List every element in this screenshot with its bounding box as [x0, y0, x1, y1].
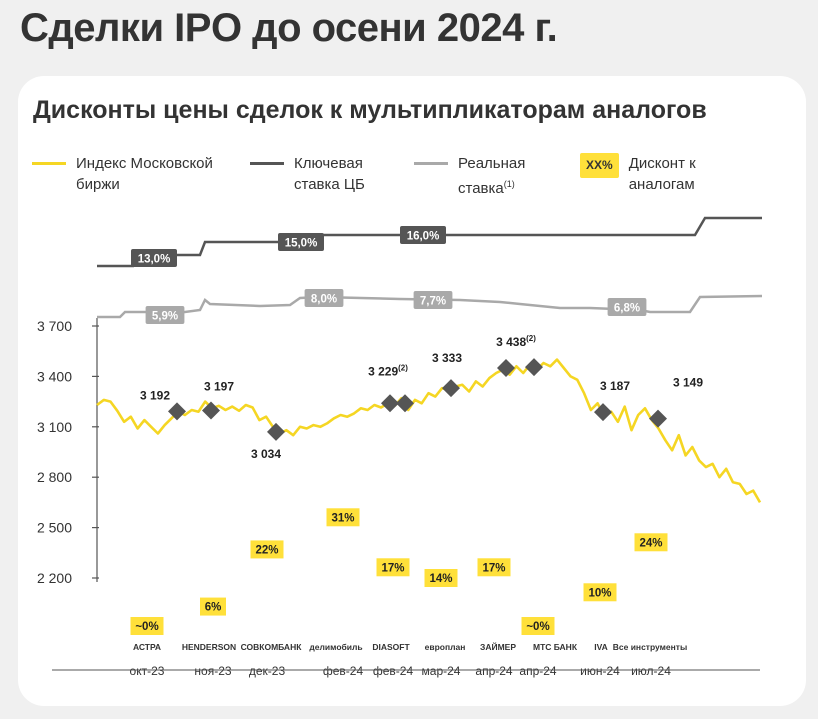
x-tick-label: фев-24 [323, 664, 364, 678]
company-logo: АСТРА [133, 642, 161, 652]
chart-card [18, 76, 806, 706]
legend-label: Дисконт к аналогам [628, 155, 696, 193]
discount-badge-bg [376, 558, 410, 577]
legend-badge: XX% [580, 153, 619, 178]
deal-value-label: 3 034 [251, 447, 281, 461]
x-tick-label: апр-24 [519, 664, 557, 678]
legend-item: Реальная ставка(1) [414, 153, 525, 199]
deal-marker [396, 394, 414, 413]
real-rate-label: 8,0% [311, 294, 337, 306]
deal-marker [525, 358, 543, 377]
company-logo: ЗАЙМЕР [480, 641, 516, 652]
discount-badge: 6% [205, 602, 222, 614]
company-logo: СОВКОМБАНК [241, 642, 303, 652]
deal-value-label: 3 187 [600, 379, 630, 393]
y-tick-label: 2 200 [37, 570, 72, 586]
legend-label: Ключевая ставка ЦБ [294, 155, 365, 193]
discount-badge-bg [424, 569, 458, 587]
company-logo: DIASOFT [372, 642, 410, 652]
discount-badge: ~0% [526, 621, 549, 633]
discount-badge-bg [634, 533, 668, 552]
legend-swatch [32, 162, 66, 165]
y-tick-label: 3 100 [37, 419, 72, 435]
y-tick-label: 2 500 [37, 520, 72, 536]
discount-badge-bg [130, 617, 164, 635]
deal-marker [381, 394, 399, 413]
real-rate-label: 5,9% [152, 311, 178, 323]
real-rate-label-bg [145, 306, 185, 324]
x-tick-label: апр-24 [475, 664, 513, 678]
deal-marker [649, 409, 667, 428]
discount-badge-bg [326, 508, 360, 527]
real-rate-label: 7,7% [420, 296, 446, 308]
legend-swatch [250, 162, 284, 165]
legend-item: XX% Дисконт к аналогам [580, 153, 696, 195]
discount-badge: 31% [331, 512, 354, 524]
deal-value-label: 3 229(2) [368, 363, 408, 378]
discount-badge: ~0% [135, 621, 158, 633]
index-line [96, 358, 762, 504]
deal-footnote: (2) [398, 363, 408, 372]
legend-item: Индекс Московской биржи [32, 153, 213, 195]
real-rate-label-bg [413, 291, 453, 309]
key-rate-label-bg [131, 249, 177, 267]
discount-badge-bg [250, 540, 284, 559]
deal-marker [442, 379, 460, 398]
deal-marker [497, 359, 515, 377]
x-tick-label: окт-23 [130, 664, 165, 678]
company-logo: европлан [425, 642, 466, 652]
key-rate-label: 13,0% [138, 254, 171, 266]
real-rate-label: 6,8% [614, 303, 640, 315]
page-title: Сделки IPO до осени 2024 г. [20, 6, 558, 50]
company-logo: IVA [594, 642, 608, 652]
deal-marker [168, 402, 186, 421]
key-rate-label-bg [400, 226, 446, 244]
key-rate-label: 15,0% [285, 238, 318, 250]
discount-badge: 17% [482, 562, 505, 574]
legend-label: Реальная ставка(1) [458, 155, 526, 197]
deal-marker [594, 403, 612, 422]
discount-badge-bg [521, 617, 555, 635]
deal-value-label: 3 149 [673, 376, 703, 390]
discount-badge: 14% [429, 573, 452, 585]
real-rate-label-bg [607, 298, 647, 316]
y-tick-label: 3 700 [37, 318, 72, 334]
discount-badge: 10% [588, 587, 611, 599]
deal-value-label: 3 197 [204, 380, 234, 394]
chart-subtitle: Дисконты цены сделок к мультипликаторам … [33, 96, 707, 124]
company-logo: делимобиль [309, 642, 362, 652]
deal-marker [267, 422, 285, 441]
legend-footnote: (1) [503, 179, 515, 189]
deal-value-label: 3 333 [432, 351, 462, 365]
company-logo: Все инструменты [613, 642, 687, 652]
y-tick-label: 2 800 [37, 469, 72, 485]
x-tick-label: июн-24 [580, 664, 620, 678]
discount-badge-bg [583, 583, 617, 602]
legend-item: Ключевая ставка ЦБ [250, 153, 365, 195]
x-tick-label: дек-23 [249, 664, 286, 678]
x-tick-label: июл-24 [631, 664, 671, 678]
y-tick-label: 3 400 [37, 368, 72, 384]
company-logo: HENDERSON [182, 642, 236, 652]
deal-marker [202, 401, 220, 420]
x-tick-label: фев-24 [373, 664, 414, 678]
legend-label: Индекс Московской биржи [76, 155, 213, 193]
real-rate-label-bg [304, 289, 344, 307]
discount-badge-bg [200, 597, 226, 616]
legend-swatch [414, 162, 448, 165]
discount-badge-bg [477, 558, 511, 577]
deal-footnote: (2) [526, 334, 536, 343]
company-logo: МТС БАНК [533, 642, 578, 652]
deal-value-label: 3 192 [140, 388, 170, 402]
discount-badge: 24% [639, 537, 662, 549]
x-tick-label: мар-24 [422, 664, 461, 678]
discount-badge: 17% [381, 562, 404, 574]
key-rate-label: 16,0% [407, 231, 440, 243]
key-rate-label-bg [278, 233, 324, 251]
x-tick-label: ноя-23 [194, 664, 231, 678]
discount-badge: 22% [255, 544, 278, 556]
deal-value-label: 3 438(2) [496, 334, 536, 349]
